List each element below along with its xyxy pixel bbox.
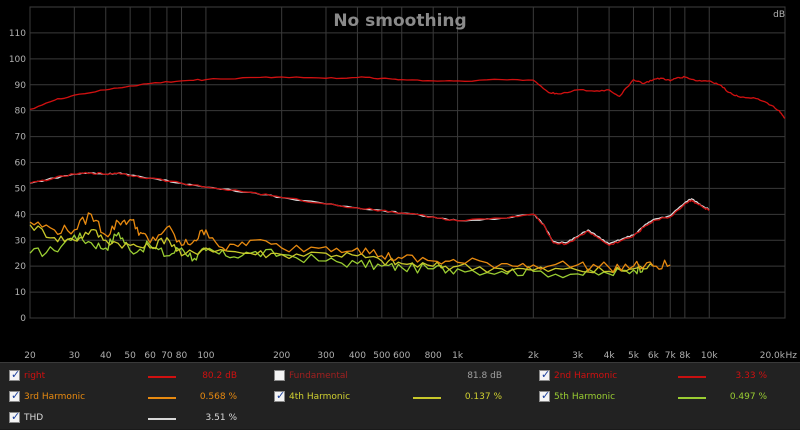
x-tick-label: 200 xyxy=(273,351,290,361)
legend-row: ✓ right 80.2 dB ✓ Fundamental 81.8 dB ✓ … xyxy=(0,367,800,388)
legend-item-3rd-harmonic[interactable]: ✓ 3rd Harmonic 0.568 % xyxy=(0,388,265,409)
x-tick-label: 2k xyxy=(528,351,540,361)
legend-value: 3.33 % xyxy=(735,371,767,381)
legend-label: Fundamental xyxy=(289,371,348,381)
x-tick-label: 40 xyxy=(100,351,112,361)
series-line-4th-harmonic xyxy=(29,224,654,274)
legend-item-4th-harmonic[interactable]: ✓ 4th Harmonic 0.137 % xyxy=(265,388,530,409)
y-tick-label: 110 xyxy=(9,29,26,39)
x-tick-label: 50 xyxy=(124,351,136,361)
y-unit-label: dB xyxy=(773,10,785,20)
legend-label: 3rd Harmonic xyxy=(24,392,86,402)
x-tick-label: 60 xyxy=(144,351,156,361)
checkbox[interactable]: ✓ xyxy=(539,368,551,381)
x-tick-label: 10k xyxy=(701,351,718,361)
y-tick-label: 40 xyxy=(15,210,27,220)
legend-label: right xyxy=(24,371,46,381)
y-tick-label: 100 xyxy=(9,55,26,65)
legend-label: THD xyxy=(24,413,44,423)
checkbox[interactable]: ✓ xyxy=(9,410,21,423)
chart-area: 0 10 20 30 40 50 60 70 80 90 100 110 20 30 40 50 60 70 80 1… xyxy=(0,0,800,362)
legend-value: 0.137 % xyxy=(464,392,502,402)
series-line-2nd-harmonic xyxy=(29,171,710,247)
checkbox[interactable]: ✓ xyxy=(9,368,21,381)
legend-item-fundamental[interactable]: ✓ Fundamental 81.8 dB xyxy=(265,367,530,388)
legend-value: 3.51 % xyxy=(205,413,237,423)
legend-value: 81.8 dB xyxy=(467,371,502,381)
x-tick-label: 400 xyxy=(349,351,366,361)
x-tick-label: 500 xyxy=(373,351,390,361)
x-tick-label: 1k xyxy=(452,351,464,361)
legend-value: 80.2 dB xyxy=(202,371,237,381)
legend-item-thd[interactable]: ✓ THD 3.51 % xyxy=(0,409,265,430)
legend-panel: ✓ right 80.2 dB ✓ Fundamental 81.8 dB ✓ … xyxy=(0,362,800,429)
legend-value: 0.497 % xyxy=(729,392,767,402)
legend-row: ✓ THD 3.51 % xyxy=(0,409,800,430)
y-tick-label: 10 xyxy=(15,288,27,298)
y-tick-label: 50 xyxy=(15,184,27,194)
x-tick-label: 3k xyxy=(572,351,584,361)
grid-layer xyxy=(29,7,786,319)
legend-label: 4th Harmonic xyxy=(289,392,351,402)
checkmark-icon: ✓ xyxy=(276,389,286,402)
x-tick-label: 8k xyxy=(679,351,691,361)
x-tick-label: 300 xyxy=(317,351,334,361)
y-tick-label: 20 xyxy=(15,262,27,272)
y-tick-label: 90 xyxy=(15,81,27,91)
legend-label: 5th Harmonic xyxy=(554,392,616,402)
legend-item-5th-harmonic[interactable]: ✓ 5th Harmonic 0.497 % xyxy=(530,388,795,409)
x-tick-label: 30 xyxy=(69,351,81,361)
x-unit-label: Hz xyxy=(786,351,798,361)
x-tick-label: 600 xyxy=(393,351,410,361)
checkbox[interactable]: ✓ xyxy=(539,389,551,402)
x-tick-label: 800 xyxy=(425,351,442,361)
series-line-right xyxy=(29,75,786,119)
x-tick-label: 6k xyxy=(648,351,660,361)
x-tick-label: 20.0k xyxy=(760,351,786,361)
x-tick-label: 100 xyxy=(197,351,214,361)
legend-swatch xyxy=(148,376,176,378)
checkbox[interactable]: ✓ xyxy=(9,389,21,402)
legend-item-right[interactable]: ✓ right 80.2 dB xyxy=(0,367,265,388)
y-tick-label: 70 xyxy=(15,133,27,143)
checkmark-icon: ✓ xyxy=(541,389,551,402)
checkmark-icon: ✓ xyxy=(541,368,551,381)
y-tick-label: 30 xyxy=(15,236,27,246)
checkmark-icon: ✓ xyxy=(11,368,21,381)
x-tick-label: 80 xyxy=(176,351,188,361)
chart-title: No smoothing xyxy=(333,11,466,31)
checkbox[interactable]: ✓ xyxy=(274,389,286,402)
legend-swatch xyxy=(413,376,441,378)
x-tick-label: 20 xyxy=(24,351,36,361)
x-tick-label: 5k xyxy=(628,351,640,361)
legend-row: ✓ 3rd Harmonic 0.568 % ✓ 4th Harmonic 0.… xyxy=(0,388,800,409)
y-tick-label: 60 xyxy=(15,159,27,169)
legend-swatch xyxy=(148,397,176,399)
legend-swatch xyxy=(678,397,706,399)
x-tick-label: 7k xyxy=(665,351,677,361)
legend-swatch xyxy=(678,376,706,378)
checkbox[interactable]: ✓ xyxy=(274,370,285,381)
y-tick-label: 80 xyxy=(15,107,27,117)
legend-swatch xyxy=(148,418,176,420)
legend-value: 0.568 % xyxy=(199,392,237,402)
legend-swatch xyxy=(413,397,441,399)
checkmark-icon: ✓ xyxy=(11,389,21,402)
legend-label: 2nd Harmonic xyxy=(554,371,618,381)
y-tick-label: 0 xyxy=(20,314,26,324)
legend-item-2nd-harmonic[interactable]: ✓ 2nd Harmonic 3.33 % xyxy=(530,367,795,388)
x-tick-label: 70 xyxy=(161,351,173,361)
checkmark-icon: ✓ xyxy=(11,410,21,423)
x-tick-label: 4k xyxy=(604,351,616,361)
series-line-3rd-harmonic xyxy=(29,212,671,273)
series-layer xyxy=(29,75,786,279)
